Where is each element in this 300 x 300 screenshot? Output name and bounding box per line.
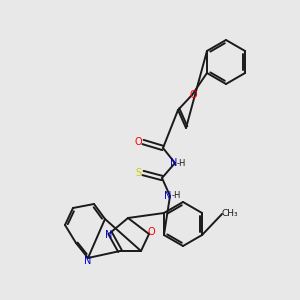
Text: O: O <box>147 227 155 237</box>
Text: N: N <box>164 191 172 201</box>
Text: N: N <box>170 158 178 168</box>
Text: S: S <box>135 168 141 178</box>
Text: -H: -H <box>171 191 181 200</box>
Text: -H: -H <box>176 158 186 167</box>
Text: CH₃: CH₃ <box>222 209 238 218</box>
Text: O: O <box>134 137 142 147</box>
Text: N: N <box>84 256 92 266</box>
Text: N: N <box>105 230 113 240</box>
Text: O: O <box>189 90 197 100</box>
